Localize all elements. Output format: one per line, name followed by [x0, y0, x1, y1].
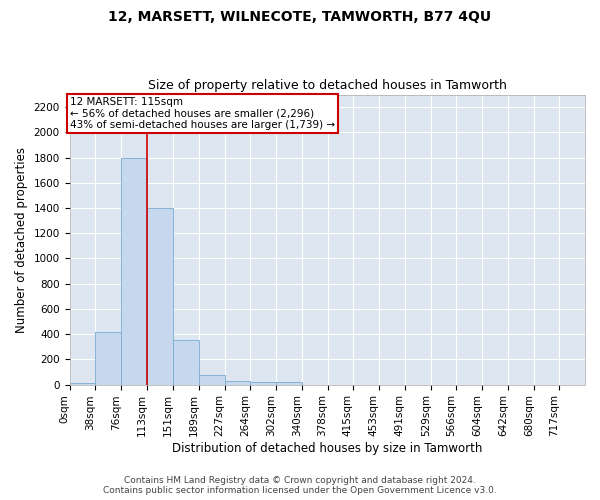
Bar	[250, 382, 276, 384]
Text: 12 MARSETT: 115sqm
← 56% of detached houses are smaller (2,296)
43% of semi-deta: 12 MARSETT: 115sqm ← 56% of detached hou…	[70, 97, 335, 130]
X-axis label: Distribution of detached houses by size in Tamworth: Distribution of detached houses by size …	[172, 442, 482, 455]
Bar	[173, 340, 199, 384]
Bar	[276, 382, 302, 384]
Bar	[121, 158, 146, 384]
Title: Size of property relative to detached houses in Tamworth: Size of property relative to detached ho…	[148, 79, 507, 92]
Bar	[70, 382, 95, 384]
Bar	[224, 381, 250, 384]
Bar	[199, 375, 224, 384]
Bar	[146, 208, 173, 384]
Bar	[95, 332, 121, 384]
Y-axis label: Number of detached properties: Number of detached properties	[15, 146, 28, 332]
Text: 12, MARSETT, WILNECOTE, TAMWORTH, B77 4QU: 12, MARSETT, WILNECOTE, TAMWORTH, B77 4Q…	[109, 10, 491, 24]
Text: Contains HM Land Registry data © Crown copyright and database right 2024.
Contai: Contains HM Land Registry data © Crown c…	[103, 476, 497, 495]
